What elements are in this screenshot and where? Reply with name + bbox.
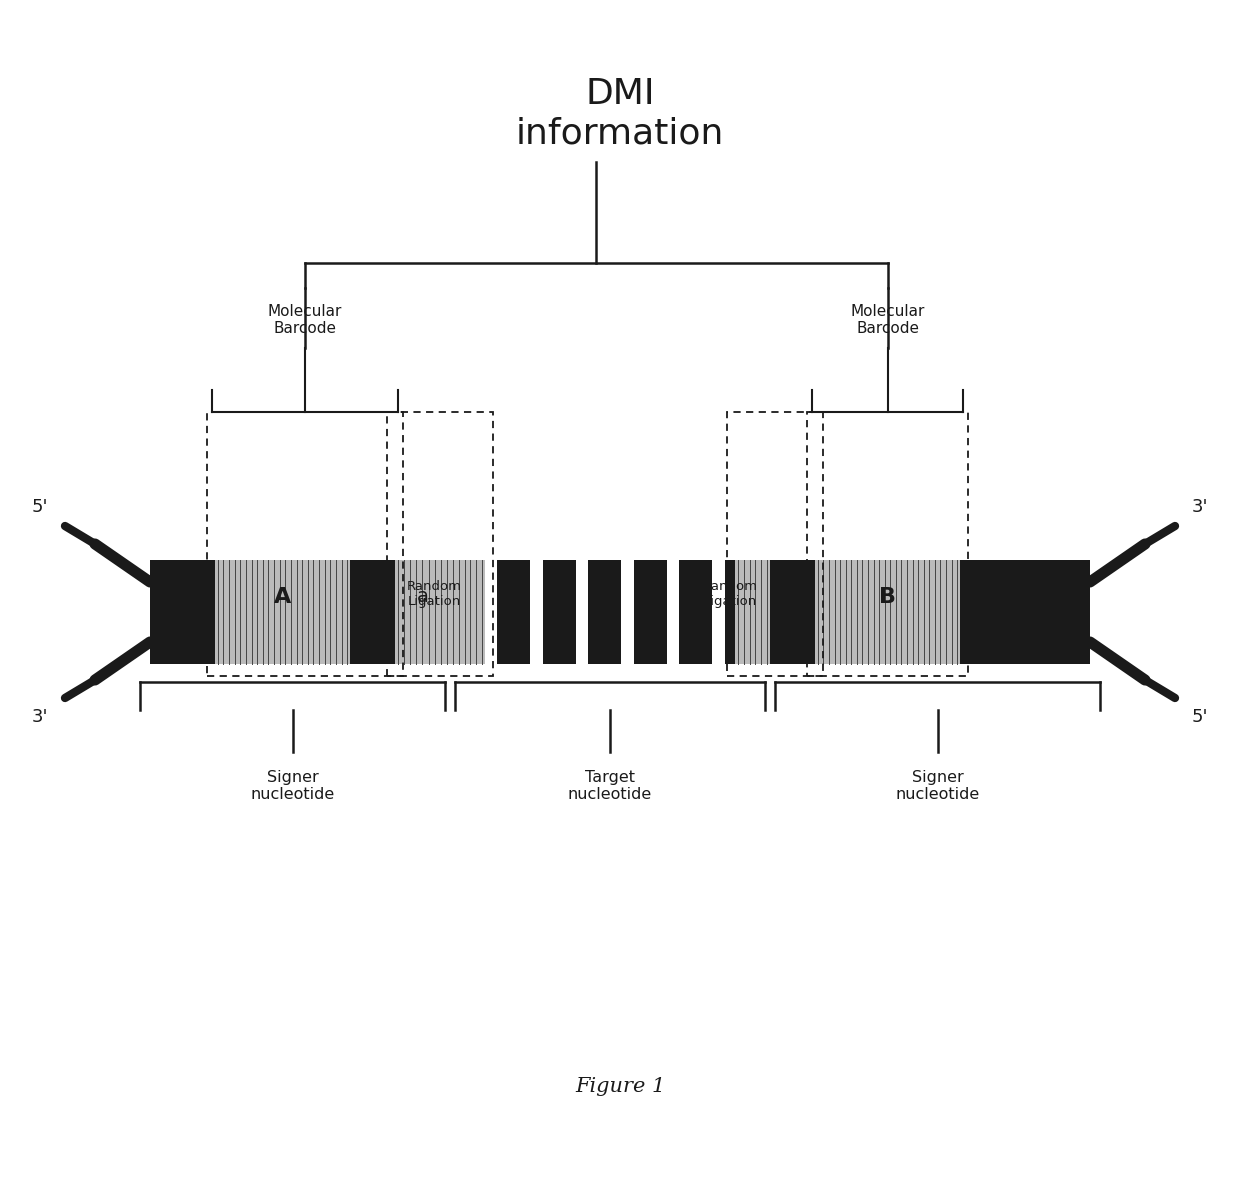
Bar [387,412,494,676]
Bar [735,560,770,664]
Text: a: a [417,588,429,607]
Bar [450,560,485,664]
Bar [807,412,968,676]
Bar [531,560,543,664]
Text: Random
Ligation: Random Ligation [703,581,758,608]
Text: Signer
nucleotide: Signer nucleotide [250,770,335,802]
Text: A: A [274,587,291,607]
Bar [815,560,960,664]
Text: Figure 1: Figure 1 [575,1077,665,1096]
Text: 5': 5' [32,498,48,516]
Bar [207,412,403,676]
Bar [215,560,350,664]
Text: 3': 3' [32,707,48,727]
Text: 5': 5' [1192,707,1208,727]
Text: B: B [879,587,897,607]
Bar [396,560,450,664]
Text: Signer
nucleotide: Signer nucleotide [895,770,980,802]
Text: Target
nucleotide: Target nucleotide [568,770,652,802]
Text: Random
Ligation: Random Ligation [407,581,463,608]
Bar [485,560,497,664]
Text: Molecular
Barcode: Molecular Barcode [268,304,342,336]
Text: b: b [786,588,799,607]
Bar [712,560,724,664]
Bar [485,560,735,664]
Bar [575,560,589,664]
Bar [621,560,634,664]
Bar [667,560,680,664]
Text: Molecular
Barcode: Molecular Barcode [851,304,925,336]
Bar [150,560,1090,664]
Bar [727,412,823,676]
Text: DMI
information: DMI information [516,77,724,151]
Text: 3': 3' [1192,498,1208,516]
